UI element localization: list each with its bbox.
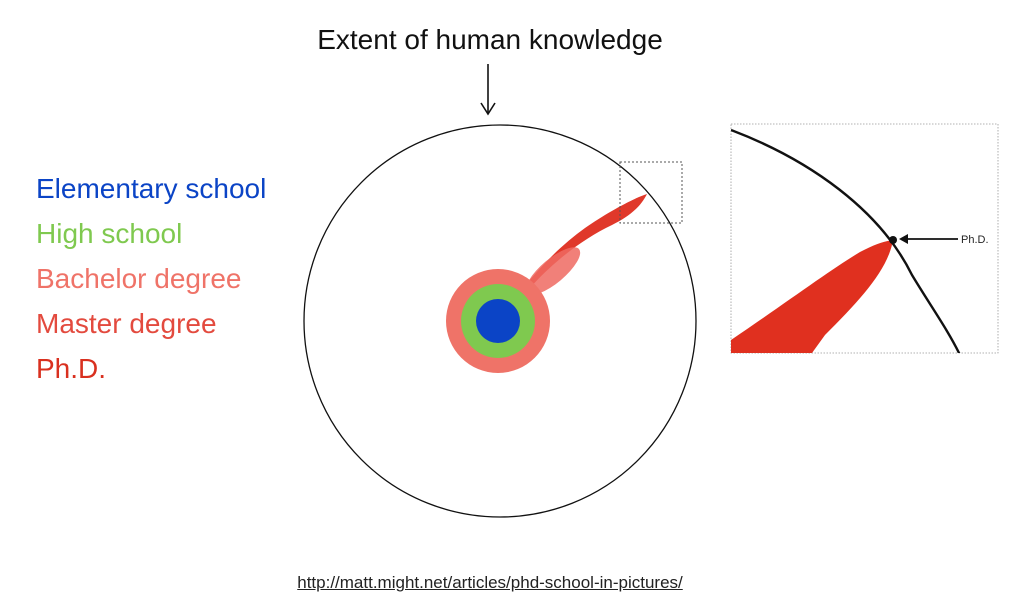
diagram-title: Extent of human knowledge xyxy=(317,24,663,55)
legend-item-phd: Ph.D. xyxy=(36,353,107,384)
zoomed-circle-arc xyxy=(731,128,961,353)
title-arrow xyxy=(480,64,496,116)
knowledge-circle xyxy=(303,124,697,518)
legend-item-high-school: High school xyxy=(36,218,183,249)
phd-pointer-arrow xyxy=(899,234,908,244)
phd-point xyxy=(889,236,897,244)
legend-item-elementary: Elementary school xyxy=(36,173,267,204)
zoom-phd-label: Ph.D. xyxy=(961,234,989,246)
legend-item-master: Master degree xyxy=(36,308,217,339)
legend: Elementary school High school Bachelor d… xyxy=(36,166,266,391)
master-spike xyxy=(508,194,647,317)
zoomed-phd-spike xyxy=(731,240,893,353)
source-link[interactable]: http://matt.might.net/articles/phd-schoo… xyxy=(297,573,683,592)
zoom-inset: Ph.D. xyxy=(730,123,999,354)
zoom-region-box xyxy=(619,161,683,224)
legend-item-bachelor: Bachelor degree xyxy=(36,263,242,294)
master-spike-highlight xyxy=(525,247,581,295)
elementary-disc xyxy=(476,299,520,343)
